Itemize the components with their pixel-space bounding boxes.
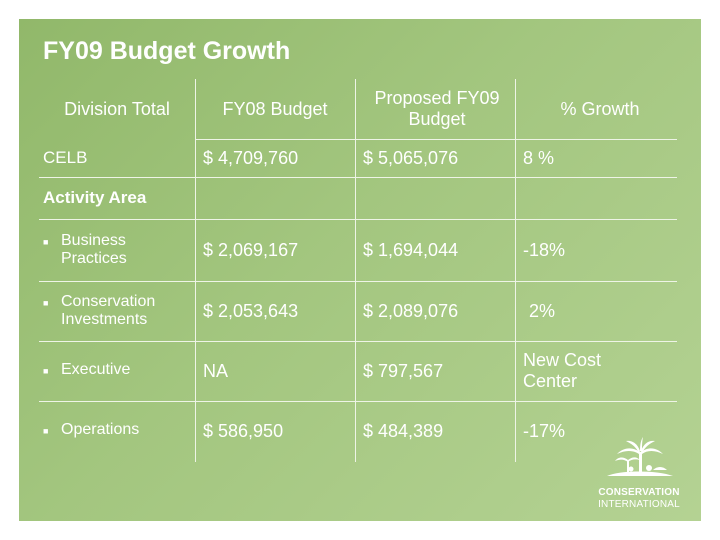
row-growth: -17% <box>523 420 566 441</box>
row-fy09: $ 2,089,076 <box>363 300 459 321</box>
slide: FY09 Budget Growth Division Total FY08 B… <box>19 19 701 521</box>
row-divider <box>39 341 677 342</box>
celb-growth: 8 % <box>523 147 555 168</box>
row-name: Business Practices <box>61 231 127 267</box>
row-growth-text: New Cost Center <box>523 350 602 391</box>
bullet-item: ■ Business Practices <box>43 232 181 269</box>
bullet-item: ■ Conservation Investments <box>43 293 181 330</box>
bullet-item: ■ Operations <box>43 421 181 441</box>
header-fy08-budget: FY08 Budget <box>222 98 328 119</box>
row-name: Conservation Investments <box>61 292 156 328</box>
table-row-label: ■ Operations <box>43 401 193 461</box>
activity-area-label: Activity Area <box>43 188 147 208</box>
row-divider <box>39 281 677 282</box>
row-divider <box>39 177 677 178</box>
page-title: FY09 Budget Growth <box>43 37 291 65</box>
row-divider <box>39 219 677 220</box>
conservation-international-logo: CONSERVATION INTERNATIONAL <box>587 436 691 514</box>
bullet-item: ■ Executive <box>43 361 181 381</box>
row-name: Operations <box>61 421 140 438</box>
row-growth: New Cost Center <box>523 341 673 401</box>
row-name: Executive <box>61 361 131 378</box>
palm-tree-icon <box>607 437 673 476</box>
celb-label: CELB <box>43 148 88 168</box>
row-divider <box>195 139 677 140</box>
row-fy08: NA <box>203 360 229 381</box>
row-fy09: $ 797,567 <box>363 360 444 381</box>
bullet-icon: ■ <box>43 297 49 308</box>
row-fy08: $ 2,053,643 <box>203 300 299 321</box>
column-divider <box>515 79 516 462</box>
row-growth: 2% <box>529 300 556 321</box>
bullet-icon: ■ <box>43 426 49 436</box>
column-divider <box>195 79 196 462</box>
row-divider <box>39 401 677 402</box>
bullet-icon: ■ <box>43 366 49 376</box>
row-fy09: $ 1,694,044 <box>363 239 459 260</box>
row-fy09: $ 484,389 <box>363 420 444 441</box>
header-proposed-fy09-budget: Proposed FY09 Budget <box>359 79 515 139</box>
row-fy08: $ 2,069,167 <box>203 239 299 260</box>
header-growth: % Growth <box>560 98 640 119</box>
header-proposed-text: Proposed FY09 Budget <box>374 88 500 129</box>
table-row-label: ■ Conservation Investments <box>43 281 193 341</box>
logo-line-2: INTERNATIONAL <box>598 499 680 510</box>
row-growth: -18% <box>523 239 566 260</box>
bullet-icon: ■ <box>43 236 49 247</box>
header-division-total: Division Total <box>64 98 170 119</box>
celb-fy09: $ 5,065,076 <box>363 147 459 168</box>
column-divider <box>355 79 356 462</box>
table-row-label: ■ Business Practices <box>43 219 193 281</box>
logo-line-1: CONSERVATION <box>598 487 680 498</box>
celb-fy08: $ 4,709,760 <box>203 147 299 168</box>
table-row-label: ■ Executive <box>43 341 193 401</box>
row-fy08: $ 586,950 <box>203 420 284 441</box>
